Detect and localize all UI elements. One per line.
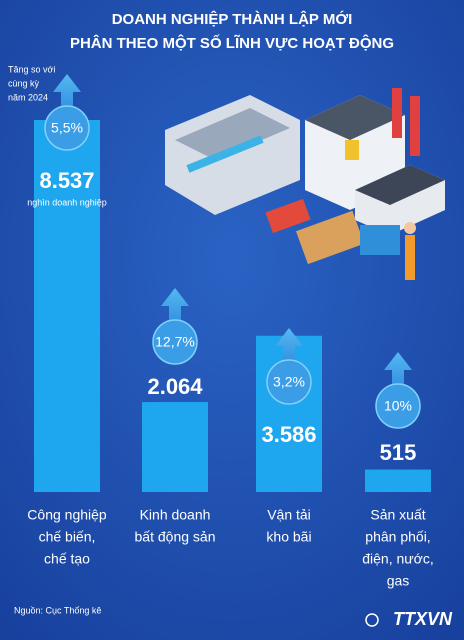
arrow-shape [53,74,81,118]
category-label: chế biến, [39,529,96,545]
category-label: gas [387,573,410,589]
source: Nguồn: Cục Thống kê [14,605,101,615]
arrow-circle [152,319,198,365]
growth-label: 3,2% [273,374,305,390]
bar [365,469,431,492]
illustration [165,88,445,280]
value-label: 515 [380,440,417,465]
category-label: kho bãi [266,529,311,545]
note: Tăng so với [8,64,55,74]
growth-label: 5,5% [51,120,83,136]
arrow-shape [384,352,412,396]
arrow-shape [161,288,189,332]
growth-arrow: 10% [375,352,421,429]
value-label: 2.064 [147,374,203,399]
note: năm 2024 [8,92,48,102]
arrow-circle [375,383,421,429]
title: DOANH NGHIỆP THÀNH LẬP MỚI [112,10,353,28]
growth-arrow: 3,2% [266,328,312,405]
arrow-shape [275,328,303,372]
value-label: 8.537 [39,168,94,193]
logo-mark [365,613,379,627]
category-label: bất động sản [135,529,216,545]
category-label: phân phối, [365,529,430,545]
category-label: Kinh doanh [140,507,211,523]
logo: TTXVN [393,609,453,629]
bar [142,402,208,492]
category-label: Công nghiệp [27,507,107,523]
unit-label: nghìn doanh nghiệp [27,197,107,207]
growth-arrow: 5,5% [44,74,90,151]
growth-label: 10% [384,398,412,414]
category-label: Sản xuất [370,507,425,523]
growth-arrow: 12,7% [152,288,198,365]
note: cùng kỳ [8,78,40,88]
bar [34,120,100,492]
category-label: chế tạo [44,551,90,567]
category-label: điện, nước, [362,551,433,567]
category-label: Vận tải [267,507,311,523]
title: PHÂN THEO MỘT SỐ LĨNH VỰC HOẠT ĐỘNG [70,34,394,52]
arrow-circle [44,105,90,151]
growth-label: 12,7% [155,334,195,350]
arrow-circle [266,359,312,405]
value-label: 3.586 [261,422,316,447]
